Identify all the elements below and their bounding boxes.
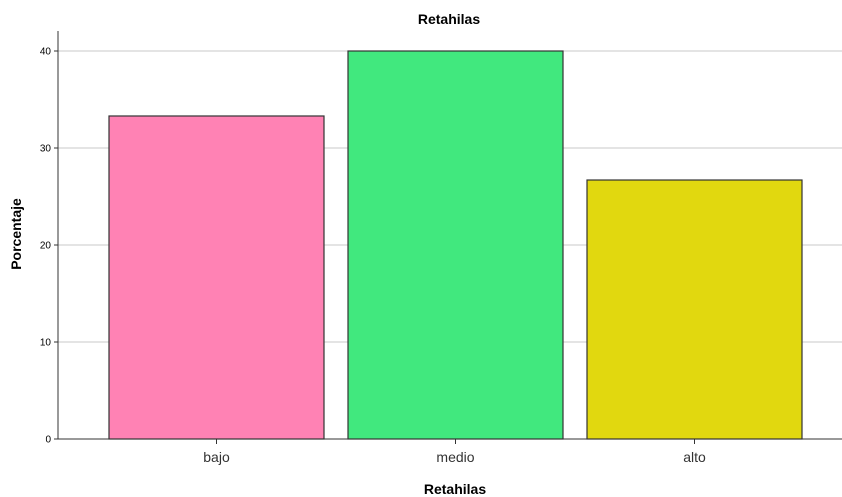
y-tick-labels: 0 10 20 30 40 [40,47,58,446]
x-tick-label-alto: alto [683,449,706,465]
bar-alto [586,179,803,440]
y-tick-label-40: 40 [40,47,52,58]
bars [108,50,803,440]
y-tick-label-20: 20 [40,241,52,252]
x-axis-title: Retahilas [424,481,486,497]
y-tick-label-0: 0 [45,435,51,446]
y-tick-label-30: 30 [40,144,52,155]
axes [57,31,842,440]
bar-bajo [108,115,325,440]
y-tick-label-10: 10 [40,338,52,349]
y-axis-title: Porcentaje [8,198,24,270]
chart-title: Retahilas [418,11,480,27]
x-tick-label-bajo: bajo [203,449,230,465]
bar-medio [347,50,564,440]
x-tick-labels: bajo medio alto [203,439,706,465]
x-tick-label-medio: medio [436,449,474,465]
